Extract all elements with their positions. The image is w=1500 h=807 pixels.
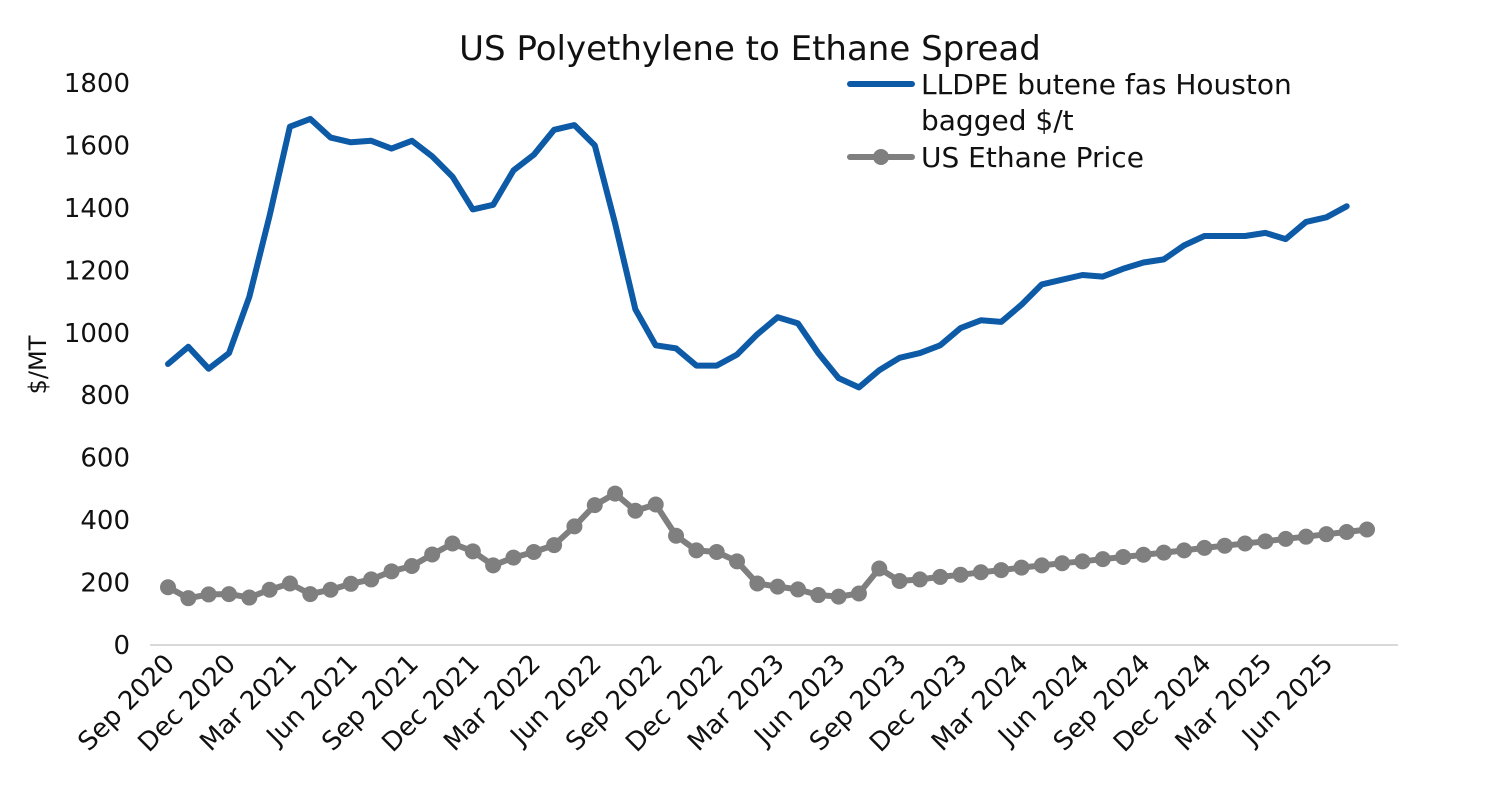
data-point [485,557,502,574]
data-point [363,571,380,588]
data-point [607,485,624,502]
data-point [1298,528,1315,545]
y-tick-label: 800 [80,381,130,411]
data-point [464,543,481,560]
data-point [383,563,400,580]
series-layer [160,115,1375,607]
data-point [281,575,298,592]
data-point [668,527,685,544]
data-point [729,553,746,570]
data-point [850,585,867,602]
data-point [403,558,420,575]
data-point [505,549,522,566]
y-tick-label: 1200 [64,256,130,286]
data-point [871,560,888,577]
data-point [911,571,928,588]
data-point [708,543,725,560]
data-point [769,578,786,595]
data-point [424,546,441,563]
data-point [200,586,217,603]
data-point [1176,542,1193,559]
y-tick-label: 600 [80,444,130,474]
data-point [1318,526,1335,543]
data-point [180,590,197,607]
data-point [241,589,258,606]
legend-item: US Ethane Price [847,141,1144,174]
data-point [688,542,705,559]
data-point [1237,535,1254,552]
data-point [891,572,908,589]
data-point [1338,523,1355,540]
data-point [1277,530,1294,547]
data-point [1216,537,1233,554]
legend-label: bagged $/t [921,104,1074,137]
legend-marker [873,149,889,165]
y-tick-label: 1000 [64,319,130,349]
data-point [952,566,969,583]
data-point [1155,544,1172,561]
data-point [993,562,1010,579]
y-axis-label: $/MT [24,335,52,394]
data-point [810,587,827,604]
data-point [789,581,806,598]
data-point [586,497,603,514]
data-point [220,586,237,603]
data-point [830,588,847,605]
y-tick-label: 400 [80,506,130,536]
data-point [444,535,461,552]
data-point [1094,551,1111,568]
y-tick-label: 1800 [64,69,130,99]
y-tick-label: 1600 [64,131,130,161]
data-point [566,518,583,535]
data-point [322,581,339,598]
data-point [1054,555,1071,572]
y-axis: 0 200 400 600 800 1000 1200 1400 1600 1800 [64,69,130,661]
legend-label: LLDPE butene fas Houston [921,68,1292,101]
data-point [160,579,176,596]
data-point [972,564,989,581]
data-point [1074,553,1091,570]
data-point [261,581,278,598]
data-point [1359,521,1375,538]
y-tick-label: 1400 [64,194,130,224]
data-point [749,575,766,592]
data-point [1013,559,1030,576]
y-tick-label: 200 [80,569,130,599]
data-point [546,537,563,554]
data-point [647,496,664,513]
series-ethane [160,485,1375,607]
data-point [1257,533,1274,550]
data-point [1196,539,1213,556]
data-point [1135,546,1152,563]
data-point [302,586,319,603]
data-point [342,575,359,592]
data-point [1115,548,1132,565]
y-tick-label: 0 [113,631,130,661]
data-point [932,568,949,585]
legend-label: US Ethane Price [921,141,1144,174]
series-lldpe [165,115,1350,391]
chart-title: US Polyethylene to Ethane Spread [459,29,1041,69]
data-point [1033,557,1050,574]
series-line [165,115,1350,391]
data-point [525,543,542,560]
data-point [627,502,644,519]
